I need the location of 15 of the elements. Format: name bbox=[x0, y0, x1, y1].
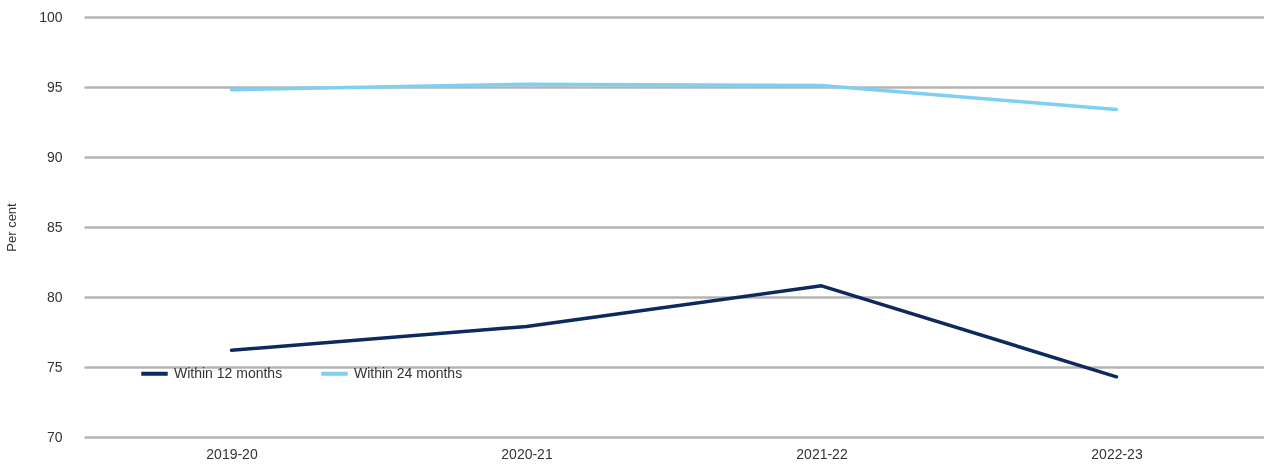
y-tick-label: 90 bbox=[46, 148, 63, 165]
legend-label: Within 12 months bbox=[174, 364, 283, 381]
y-tick-label: 75 bbox=[46, 358, 63, 375]
y-tick-label: 70 bbox=[46, 428, 63, 445]
y-tick-label: 85 bbox=[46, 218, 63, 235]
y-axis-title: Per cent bbox=[4, 202, 20, 252]
legend-label: Within 24 months bbox=[354, 364, 463, 381]
y-tick-label: 80 bbox=[46, 288, 63, 305]
x-tick-label: 2021-22 bbox=[796, 445, 848, 462]
x-tick-label: 2020-21 bbox=[501, 445, 553, 462]
x-tick-label: 2022-23 bbox=[1091, 445, 1143, 462]
line-series bbox=[229, 82, 1119, 112]
y-tick-label: 100 bbox=[39, 8, 63, 25]
x-tick-label: 2019-20 bbox=[206, 445, 258, 462]
y-tick-label: 95 bbox=[46, 78, 63, 95]
